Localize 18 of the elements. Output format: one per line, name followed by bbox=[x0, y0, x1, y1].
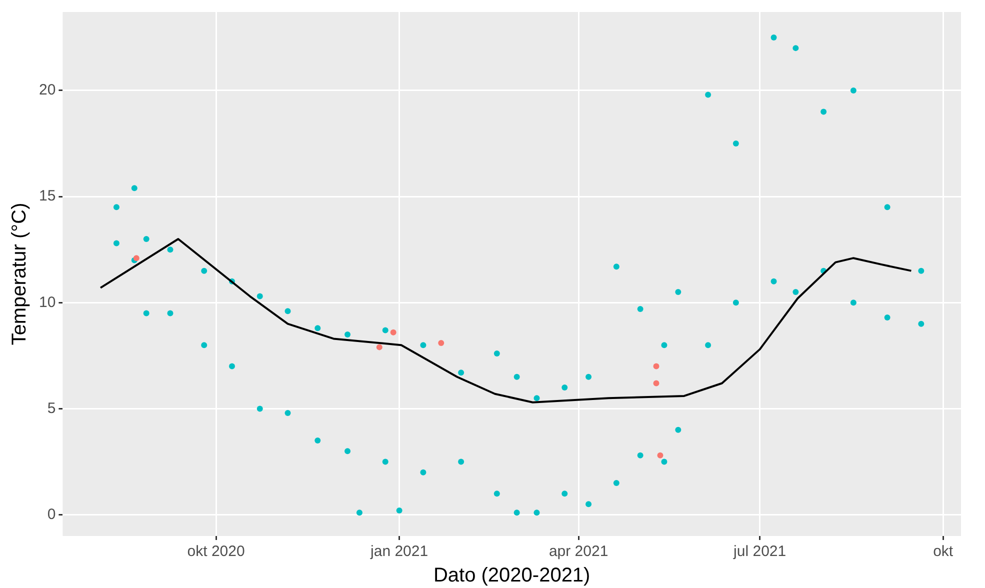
x-tick-label: apr 2021 bbox=[548, 543, 608, 560]
point bbox=[657, 452, 664, 458]
x-tick-label: jul 2021 bbox=[732, 543, 786, 560]
y-tick-label: 20 bbox=[38, 82, 56, 99]
point bbox=[438, 340, 444, 346]
x-tick-label: okt 2020 bbox=[187, 543, 245, 560]
y-tick-label: 0 bbox=[47, 506, 56, 523]
y-tick-label: 10 bbox=[38, 294, 56, 311]
x-axis-title: Dato (2020-2021) bbox=[433, 564, 590, 587]
point bbox=[653, 363, 660, 370]
y-tick-label: 5 bbox=[47, 400, 56, 417]
x-tick-label: okt bbox=[933, 543, 954, 560]
point bbox=[376, 344, 382, 350]
x-tick-label: jan 2021 bbox=[370, 543, 428, 560]
point bbox=[653, 380, 660, 386]
y-tick-label: 15 bbox=[38, 188, 56, 205]
point bbox=[390, 329, 396, 336]
y-axis-title: Temperatur (°C) bbox=[8, 202, 31, 346]
